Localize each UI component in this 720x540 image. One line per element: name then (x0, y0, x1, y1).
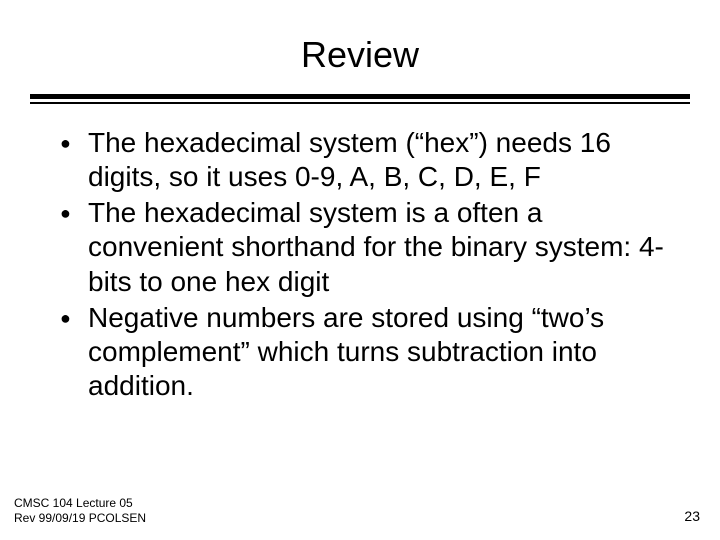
bullet-icon: ● (60, 301, 88, 335)
list-item: ● Negative numbers are stored using “two… (60, 301, 666, 403)
footer-course-line: CMSC 104 Lecture 05 (14, 496, 146, 511)
bullet-text: The hexadecimal system (“hex”) needs 16 … (88, 126, 666, 194)
bullet-list: ● The hexadecimal system (“hex”) needs 1… (0, 126, 720, 403)
bullet-text: Negative numbers are stored using “two’s… (88, 301, 666, 403)
slide: Review ● The hexadecimal system (“hex”) … (0, 0, 720, 540)
title-divider (30, 94, 690, 104)
footer-left: CMSC 104 Lecture 05 Rev 99/09/19 PCOLSEN (14, 496, 146, 526)
footer-rev-line: Rev 99/09/19 PCOLSEN (14, 511, 146, 526)
list-item: ● The hexadecimal system (“hex”) needs 1… (60, 126, 666, 194)
list-item: ● The hexadecimal system is a often a co… (60, 196, 666, 298)
bullet-icon: ● (60, 126, 88, 160)
bullet-text: The hexadecimal system is a often a conv… (88, 196, 666, 298)
slide-title: Review (0, 0, 720, 94)
bullet-icon: ● (60, 196, 88, 230)
page-number: 23 (684, 508, 700, 524)
